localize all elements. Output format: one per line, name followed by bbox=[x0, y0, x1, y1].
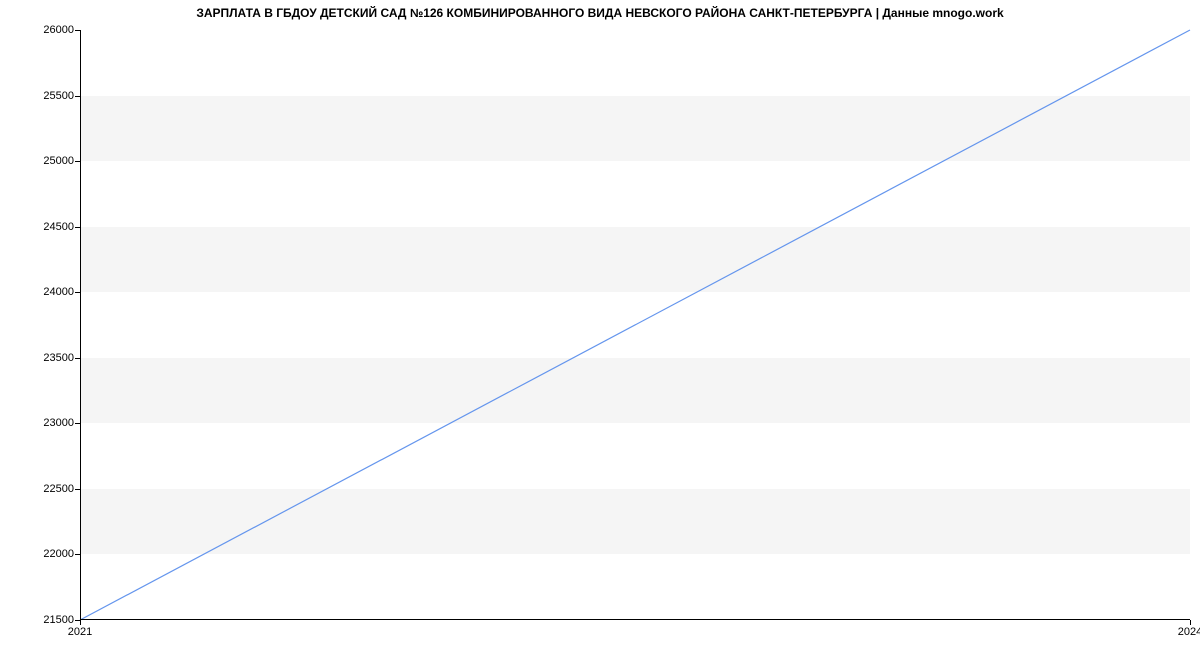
y-tick-mark bbox=[75, 554, 80, 555]
x-tick-label: 2024 bbox=[1178, 626, 1200, 638]
y-tick-mark bbox=[75, 292, 80, 293]
plot-area: 2150022000225002300023500240002450025000… bbox=[80, 30, 1190, 620]
y-tick-label: 21500 bbox=[43, 614, 74, 626]
y-axis-line bbox=[80, 30, 81, 620]
chart-title: ЗАРПЛАТА В ГБДОУ ДЕТСКИЙ САД №126 КОМБИН… bbox=[0, 6, 1200, 20]
x-axis-line bbox=[80, 619, 1190, 620]
y-tick-label: 25500 bbox=[43, 90, 74, 102]
x-tick-mark bbox=[80, 620, 81, 625]
y-tick-mark bbox=[75, 358, 80, 359]
y-tick-label: 23500 bbox=[43, 352, 74, 364]
line-layer bbox=[80, 30, 1190, 620]
x-tick-label: 2021 bbox=[68, 626, 92, 638]
y-tick-label: 24500 bbox=[43, 221, 74, 233]
x-tick-mark bbox=[1190, 620, 1191, 625]
y-tick-label: 22500 bbox=[43, 483, 74, 495]
y-tick-mark bbox=[75, 489, 80, 490]
series-line bbox=[80, 30, 1190, 620]
y-tick-mark bbox=[75, 30, 80, 31]
y-tick-label: 26000 bbox=[43, 24, 74, 36]
y-tick-label: 25000 bbox=[43, 155, 74, 167]
y-tick-label: 24000 bbox=[43, 286, 74, 298]
y-tick-label: 23000 bbox=[43, 417, 74, 429]
salary-line-chart: ЗАРПЛАТА В ГБДОУ ДЕТСКИЙ САД №126 КОМБИН… bbox=[0, 0, 1200, 650]
y-tick-label: 22000 bbox=[43, 548, 74, 560]
y-tick-mark bbox=[75, 227, 80, 228]
y-tick-mark bbox=[75, 161, 80, 162]
y-tick-mark bbox=[75, 423, 80, 424]
y-tick-mark bbox=[75, 96, 80, 97]
